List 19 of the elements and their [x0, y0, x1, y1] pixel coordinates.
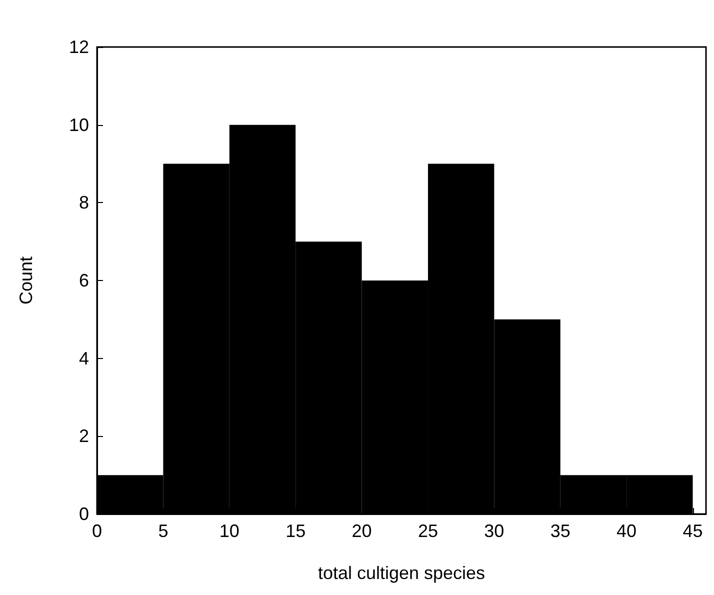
y-tick-label: 12 — [68, 37, 89, 57]
x-tick-label: 20 — [352, 521, 372, 541]
x-tick-label: 25 — [418, 521, 438, 541]
x-tick-label: 45 — [682, 521, 703, 541]
x-tick-label: 10 — [219, 521, 240, 541]
x-tick-label: 40 — [616, 521, 637, 541]
y-tick-label: 2 — [78, 426, 89, 446]
y-tick-label: 0 — [78, 504, 89, 524]
x-tick-label: 0 — [92, 521, 102, 541]
y-tick-label: 10 — [68, 114, 89, 135]
y-tick-label: 4 — [78, 348, 89, 368]
y-axis-title: Count — [16, 256, 36, 305]
x-tick-label: 30 — [484, 521, 504, 541]
x-axis-title: total cultigen species — [318, 563, 486, 583]
y-tick-label: 6 — [78, 270, 89, 290]
x-tick-label: 15 — [286, 521, 306, 541]
x-tick-label: 5 — [158, 521, 168, 541]
y-tick-label: 8 — [78, 192, 89, 213]
x-tick-label: 35 — [550, 521, 570, 541]
